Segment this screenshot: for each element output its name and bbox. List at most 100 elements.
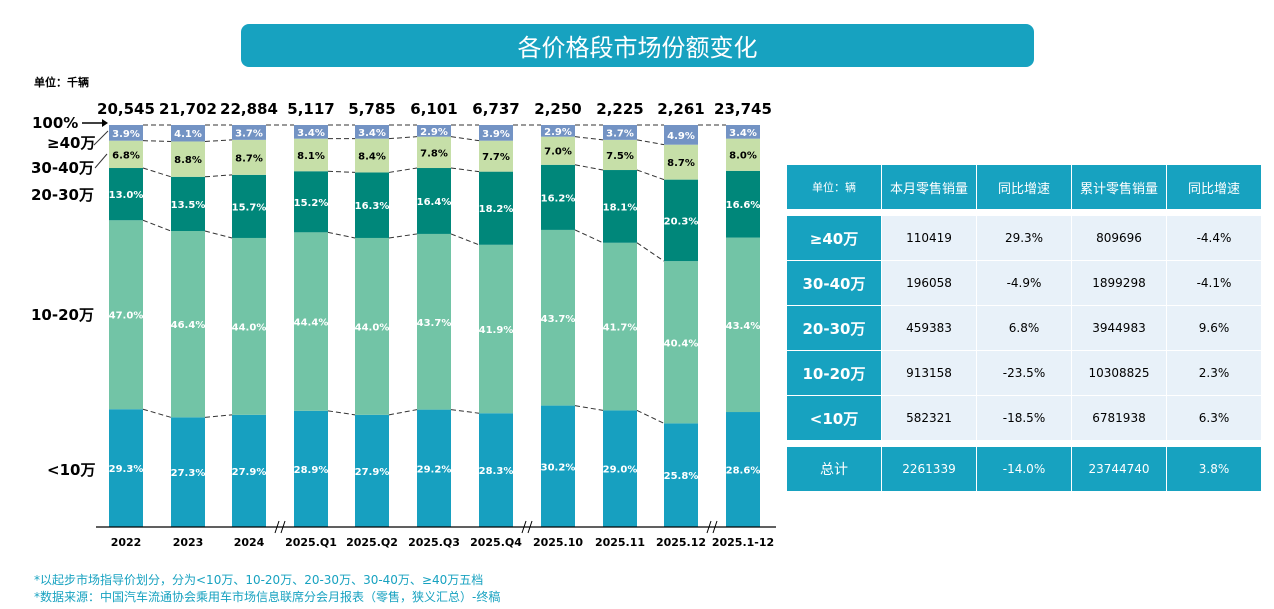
data-label: 20.3% — [664, 216, 699, 227]
x-tick-label: 2025.Q4 — [470, 536, 522, 549]
data-label: 7.5% — [606, 151, 634, 162]
data-label: 18.1% — [603, 202, 638, 213]
data-label: 7.0% — [544, 147, 572, 158]
bar-segment — [479, 244, 513, 414]
table-cell: -4.9% — [977, 261, 1071, 305]
total-label: 5,785 — [348, 100, 395, 118]
data-label: 41.9% — [479, 325, 514, 336]
total-label: 6,737 — [472, 100, 519, 118]
table-cell: 3944983 — [1072, 306, 1166, 350]
table-total-row: 总计 2261339 -14.0% 23744740 3.8% — [787, 447, 1261, 491]
table-cell: 6.3% — [1167, 396, 1261, 440]
data-label: 16.4% — [417, 197, 452, 208]
data-label: 29.0% — [603, 465, 638, 476]
data-label: 27.9% — [355, 467, 390, 478]
total-label: 21,702 — [159, 100, 217, 118]
bar-segment — [232, 139, 266, 175]
x-tick-label: 2024 — [234, 536, 265, 549]
total-label: 2,261 — [657, 100, 704, 118]
data-label: 43.7% — [541, 314, 576, 325]
bar-segment — [603, 139, 637, 171]
connector-line — [388, 136, 418, 140]
data-label: 15.2% — [294, 198, 329, 209]
data-label: 8.7% — [667, 158, 695, 169]
connector-line — [574, 405, 604, 411]
bar-segment — [603, 170, 637, 243]
bar-segment — [355, 172, 389, 238]
connector-line — [450, 233, 480, 246]
bar-segment — [171, 417, 205, 527]
axis-break-mark — [712, 520, 718, 534]
table-cell: -18.5% — [977, 396, 1071, 440]
total-month-sales: 2261339 — [882, 447, 976, 491]
table-cell: 2.3% — [1167, 351, 1261, 395]
connector-line — [388, 167, 418, 173]
total-label: 总计 — [787, 447, 881, 491]
connector-line — [574, 136, 604, 141]
data-label: 13.5% — [171, 200, 206, 211]
data-label: 4.1% — [174, 129, 202, 140]
bar-segment — [417, 233, 451, 410]
row-header: 30-40万 — [787, 261, 881, 305]
bar-segment — [664, 144, 698, 180]
bar-segment — [171, 141, 205, 177]
total-label: 23,745 — [714, 100, 772, 118]
data-label: 2.9% — [544, 127, 572, 138]
connector-line — [204, 174, 233, 178]
data-label: 27.9% — [232, 467, 267, 478]
total-label: 6,101 — [410, 100, 457, 118]
data-label: 3.7% — [606, 128, 634, 139]
bar-segment — [294, 410, 328, 527]
table-cell: 6.8% — [977, 306, 1071, 350]
connector-line — [574, 164, 604, 171]
data-label: 18.2% — [479, 204, 514, 215]
data-label: 25.8% — [664, 471, 699, 482]
table-row: 20-30万 459383 6.8% 3944983 9.6% — [787, 306, 1261, 350]
data-label: 3.7% — [235, 128, 263, 139]
data-label: 4.9% — [667, 131, 695, 142]
connector-line — [327, 410, 356, 416]
pointer-line — [93, 130, 109, 146]
bar-segment — [109, 409, 143, 527]
x-tick-label: 2025.10 — [533, 536, 583, 549]
connector-line — [636, 139, 665, 146]
bar-segment — [417, 409, 451, 527]
bar-segment — [294, 125, 328, 139]
table-cell: 913158 — [882, 351, 976, 395]
bar-segment — [355, 414, 389, 527]
x-tick-label: 2025.11 — [595, 536, 645, 549]
x-tick-label: 2025.Q3 — [408, 536, 460, 549]
bar-segment — [603, 242, 637, 411]
connector-line — [142, 140, 172, 142]
header-month-yoy: 同比增速 — [977, 165, 1071, 209]
table-cell: 29.3% — [977, 216, 1071, 260]
axis-break-mark — [274, 520, 280, 534]
table-cell: 582321 — [882, 396, 976, 440]
connector-line — [204, 139, 233, 142]
connector-line — [142, 408, 172, 418]
data-label: 7.8% — [420, 148, 448, 159]
row-header: 10-20万 — [787, 351, 881, 395]
data-label: 2.9% — [420, 127, 448, 138]
data-label: 28.6% — [726, 466, 761, 477]
table-cell: 10308825 — [1072, 351, 1166, 395]
connector-line — [450, 136, 480, 142]
bar-segment — [294, 171, 328, 233]
bar-segment — [294, 232, 328, 411]
footnote-source: *数据来源：中国汽车流通协会乘用车市场信息联席分会月报表（零售，狭义汇总）-终稿 — [34, 590, 501, 604]
data-label: 40.4% — [664, 338, 699, 349]
bar-segment — [171, 231, 205, 418]
bar-segment — [417, 136, 451, 169]
bar-segment — [726, 237, 760, 413]
data-label: 6.8% — [112, 150, 140, 161]
bar-segment — [355, 237, 389, 415]
page-title: 各价格段市场份额变化 — [241, 24, 1034, 67]
data-label: 16.6% — [726, 200, 761, 211]
table-header: 单位：辆 本月零售销量 同比增速 累计零售销量 同比增速 — [787, 165, 1261, 209]
data-label: 3.9% — [482, 129, 510, 140]
data-label: 30.2% — [541, 462, 576, 473]
data-label: 28.3% — [479, 466, 514, 477]
data-label: 46.4% — [171, 320, 206, 331]
data-label: 8.4% — [358, 152, 386, 163]
